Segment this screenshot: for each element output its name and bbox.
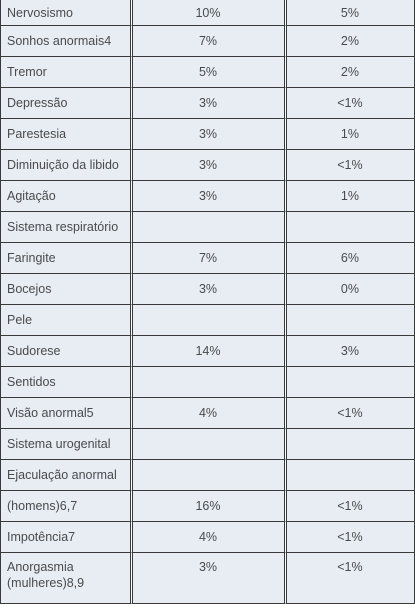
table-row: Nervosismo 10% 5% bbox=[0, 0, 415, 26]
value-cell-col3: 3% bbox=[284, 336, 415, 367]
value-cell-col3: 5% bbox=[284, 0, 415, 26]
table-row: Tremor 5% 2% bbox=[0, 57, 415, 88]
row-label-cell: Sistema urogenital bbox=[0, 429, 132, 460]
value-cell-col2: 14% bbox=[131, 336, 285, 367]
row-label-cell: Bocejos bbox=[0, 274, 132, 305]
value-cell-col3: 2% bbox=[284, 57, 415, 88]
row-label-cell: Parestesia bbox=[0, 119, 132, 150]
value-cell-col3: <1% bbox=[284, 398, 415, 429]
value-cell-col3 bbox=[284, 429, 415, 460]
value-cell-col3: 2% bbox=[284, 26, 415, 57]
value-cell-col2: 4% bbox=[131, 522, 285, 553]
value-cell-col2 bbox=[131, 460, 285, 491]
value-cell-col2 bbox=[131, 367, 285, 398]
value-cell-col2: 3% bbox=[131, 88, 285, 119]
table-row: Visão anormal5 4% <1% bbox=[0, 398, 415, 429]
value-cell-col2: 16% bbox=[131, 491, 285, 522]
row-label-cell: Sistema respiratório bbox=[0, 212, 132, 243]
value-cell-col3: 0% bbox=[284, 274, 415, 305]
table-row: Sistema urogenital bbox=[0, 429, 415, 460]
value-cell-col2: 4% bbox=[131, 398, 285, 429]
value-cell-col2 bbox=[131, 305, 285, 336]
table-row: Ejaculação anormal bbox=[0, 460, 415, 491]
table-row: Bocejos 3% 0% bbox=[0, 274, 415, 305]
value-cell-col3: <1% bbox=[284, 150, 415, 181]
row-label-cell: Anorgasmia (mulheres)8,9 bbox=[0, 553, 132, 604]
table-row: Anorgasmia (mulheres)8,9 3% <1% bbox=[0, 553, 415, 604]
table-row: Diminuição da libido 3% <1% bbox=[0, 150, 415, 181]
table-row: Faringite 7% 6% bbox=[0, 243, 415, 274]
row-label-cell: Agitação bbox=[0, 181, 132, 212]
table-row: Pele bbox=[0, 305, 415, 336]
row-label-cell: Tremor bbox=[0, 57, 132, 88]
row-label-cell: Ejaculação anormal bbox=[0, 460, 132, 491]
row-label-cell: Depressão bbox=[0, 88, 132, 119]
row-label-cell: Diminuição da libido bbox=[0, 150, 132, 181]
row-label-cell: Nervosismo bbox=[0, 0, 132, 26]
value-cell-col3: <1% bbox=[284, 88, 415, 119]
row-label-cell: Sentidos bbox=[0, 367, 132, 398]
value-cell-col3 bbox=[284, 305, 415, 336]
table-row: Sudorese 14% 3% bbox=[0, 336, 415, 367]
table-row: (homens)6,7 16% <1% bbox=[0, 491, 415, 522]
value-cell-col3: <1% bbox=[284, 491, 415, 522]
table-row: Sonhos anormais4 7% 2% bbox=[0, 26, 415, 57]
value-cell-col3 bbox=[284, 367, 415, 398]
value-cell-col2 bbox=[131, 212, 285, 243]
value-cell-col3: <1% bbox=[284, 553, 415, 604]
value-cell-col2: 3% bbox=[131, 119, 285, 150]
value-cell-col2: 3% bbox=[131, 274, 285, 305]
row-label-cell: Pele bbox=[0, 305, 132, 336]
row-label-cell: (homens)6,7 bbox=[0, 491, 132, 522]
value-cell-col2: 3% bbox=[131, 150, 285, 181]
table-row: Sistema respiratório bbox=[0, 212, 415, 243]
value-cell-col2: 7% bbox=[131, 243, 285, 274]
table-row: Impotência7 4% <1% bbox=[0, 522, 415, 553]
table-row: Parestesia 3% 1% bbox=[0, 119, 415, 150]
table-row: Agitação 3% 1% bbox=[0, 181, 415, 212]
row-label-cell: Sudorese bbox=[0, 336, 132, 367]
row-label-cell: Visão anormal5 bbox=[0, 398, 132, 429]
value-cell-col3 bbox=[284, 460, 415, 491]
value-cell-col2 bbox=[131, 429, 285, 460]
value-cell-col3: 6% bbox=[284, 243, 415, 274]
value-cell-col3: 1% bbox=[284, 119, 415, 150]
table-row: Depressão 3% <1% bbox=[0, 88, 415, 119]
table-row: Sentidos bbox=[0, 367, 415, 398]
row-label-cell: Sonhos anormais4 bbox=[0, 26, 132, 57]
value-cell-col2: 10% bbox=[131, 0, 285, 26]
value-cell-col2: 3% bbox=[131, 553, 285, 604]
row-label-cell: Faringite bbox=[0, 243, 132, 274]
value-cell-col2: 3% bbox=[131, 181, 285, 212]
value-cell-col3: <1% bbox=[284, 522, 415, 553]
value-cell-col2: 5% bbox=[131, 57, 285, 88]
value-cell-col2: 7% bbox=[131, 26, 285, 57]
row-label-cell: Impotência7 bbox=[0, 522, 132, 553]
value-cell-col3 bbox=[284, 212, 415, 243]
value-cell-col3: 1% bbox=[284, 181, 415, 212]
